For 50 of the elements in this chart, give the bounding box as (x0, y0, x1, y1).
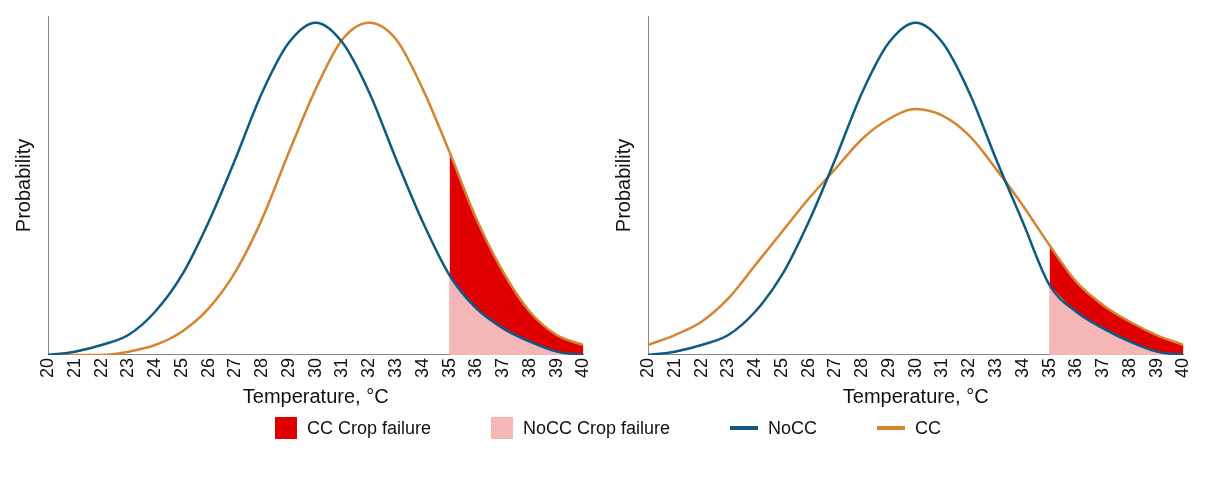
x-tick-label: 31 (331, 357, 352, 379)
x-tick-label: 30 (304, 357, 325, 379)
x-tick-label: 20 (636, 357, 657, 379)
x-tick-label: 31 (931, 357, 952, 379)
x-tick-label: 32 (358, 357, 379, 379)
y-axis-title: Probability (11, 138, 34, 233)
x-tick-label: 29 (877, 357, 898, 379)
x-tick-label: 40 (1172, 357, 1193, 379)
x-tick-label: 20 (36, 357, 57, 379)
x-tick-label: 27 (824, 357, 845, 379)
x-tick-label: 39 (1145, 357, 1166, 379)
x-tick-label: 24 (144, 357, 165, 379)
x-tick-label: 39 (545, 357, 566, 379)
x-tick-label: 28 (851, 357, 872, 379)
x-tick-label: 36 (465, 357, 486, 379)
legend-label: NoCC Crop failure (522, 417, 671, 439)
x-tick-label: 38 (518, 357, 539, 379)
legend-label: NoCC (768, 417, 818, 439)
x-tick-label: 26 (197, 357, 218, 379)
x-tick-label: 36 (1065, 357, 1086, 379)
x-tick-label: 37 (492, 357, 513, 379)
x-tick-label: 22 (690, 357, 711, 379)
legend-label: CC Crop failure (306, 417, 431, 439)
x-tick-label: 21 (663, 357, 684, 379)
legend-label: CC (915, 417, 942, 439)
x-tick-label: 37 (1092, 357, 1113, 379)
x-tick-label: 28 (251, 357, 272, 379)
x-tick-label: 32 (958, 357, 979, 379)
x-tick-label: 26 (797, 357, 818, 379)
x-tick-label: 25 (170, 357, 191, 379)
x-tick-label: 38 (1118, 357, 1139, 379)
x-tick-label: 23 (717, 357, 738, 379)
x-tick-label: 22 (90, 357, 111, 379)
x-tick-label: 33 (384, 357, 405, 379)
x-tick-label: 30 (904, 357, 925, 379)
x-tick-label: 21 (63, 357, 84, 379)
x-tick-label: 35 (1038, 357, 1059, 379)
x-tick-label: 29 (277, 357, 298, 379)
x-tick-label: 40 (572, 357, 593, 379)
x-tick-label: 25 (770, 357, 791, 379)
x-axis-title: Temperature, °C (842, 384, 989, 407)
x-tick-label: 34 (411, 357, 432, 379)
x-tick-label: 27 (224, 357, 245, 379)
x-tick-label: 24 (744, 357, 765, 379)
x-tick-label: 35 (438, 357, 459, 379)
x-tick-label: 23 (117, 357, 138, 379)
x-axis-title: Temperature, °C (242, 384, 389, 407)
y-axis-title: Probability (611, 138, 634, 233)
x-tick-label: 34 (1011, 357, 1032, 379)
x-tick-label: 33 (984, 357, 1005, 379)
